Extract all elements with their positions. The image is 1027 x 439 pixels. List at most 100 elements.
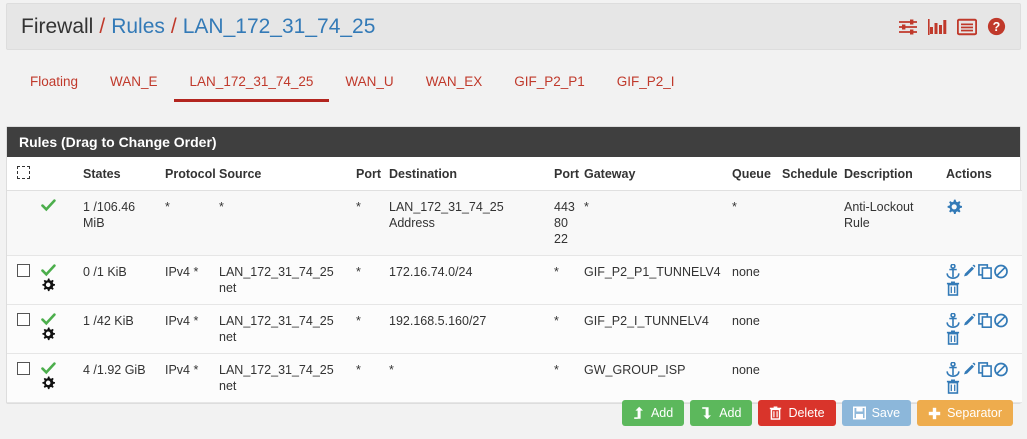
trash-icon[interactable] — [946, 330, 960, 345]
col-destination: Destination — [385, 157, 550, 191]
row-schedule — [778, 304, 840, 354]
anchor-icon[interactable] — [946, 362, 960, 377]
row-port-dest: * — [550, 353, 580, 403]
table-header-row: States Protocol Source Port Destination … — [7, 157, 1022, 191]
row-actions — [942, 190, 1022, 256]
add-rule-bottom-button[interactable]: Add — [690, 400, 753, 426]
trash-icon[interactable] — [946, 281, 960, 296]
row-description — [840, 255, 942, 305]
col-protocol: Protocol — [161, 157, 216, 191]
copy-icon[interactable] — [978, 313, 992, 328]
table-row[interactable]: 1 /106.46 MiB * * * LAN_172_31_74_25 Add… — [7, 190, 1022, 256]
row-destination: 192.168.5.160/27 — [385, 304, 550, 354]
rules-table: States Protocol Source Port Destination … — [7, 157, 1022, 403]
tab-floating[interactable]: Floating — [30, 74, 79, 89]
col-source: Source — [215, 157, 352, 191]
anchor-icon[interactable] — [946, 313, 960, 328]
row-destination: 172.16.74.0/24 — [385, 255, 550, 305]
breadcrumb: Firewall / Rules / LAN_172_31_74_25 — [21, 15, 375, 39]
row-checkbox[interactable] — [17, 264, 30, 277]
add-rule-top-label: Add — [650, 406, 674, 420]
row-source: LAN_172_31_74_25 net — [215, 353, 352, 403]
table-row[interactable]: 4 /1.92 GiB IPv4 * LAN_172_31_74_25 net … — [7, 353, 1022, 403]
row-gateway: * — [580, 190, 728, 256]
col-state-icons — [37, 157, 79, 191]
pencil-icon[interactable] — [962, 264, 976, 279]
pencil-icon[interactable] — [962, 313, 976, 328]
col-gateway: Gateway — [580, 157, 728, 191]
breadcrumb-item-firewall[interactable]: Firewall — [21, 14, 94, 38]
anchor-icon[interactable] — [946, 264, 960, 279]
pencil-icon[interactable] — [962, 362, 976, 377]
row-actions — [942, 353, 1022, 403]
row-state-cell — [37, 255, 79, 305]
gear-icon[interactable] — [946, 199, 962, 215]
trash-icon[interactable] — [946, 379, 960, 394]
row-actions — [942, 255, 1022, 305]
ban-icon[interactable] — [994, 313, 1008, 328]
add-rule-top-button[interactable]: Add — [621, 400, 685, 426]
tab-gif-p2-i[interactable]: GIF_P2_I — [616, 74, 675, 89]
advanced-gear-icon — [41, 278, 75, 292]
row-checkbox[interactable] — [17, 362, 30, 375]
row-schedule — [778, 255, 840, 305]
advanced-gear-icon — [41, 327, 75, 341]
col-actions: Actions — [942, 157, 1022, 191]
col-description: Description — [840, 157, 942, 191]
ban-icon[interactable] — [994, 264, 1008, 279]
rules-panel: Rules (Drag to Change Order) States Prot… — [6, 126, 1022, 404]
select-all-checkbox[interactable] — [17, 166, 30, 179]
tab-lan-172-31-74-25[interactable]: LAN_172_31_74_25 — [173, 62, 330, 102]
interface-tab-bar: Floating WAN_E LAN_172_31_74_25 WAN_U WA… — [6, 62, 1021, 108]
table-row[interactable]: 0 /1 KiB IPv4 * LAN_172_31_74_25 net * 1… — [7, 255, 1022, 305]
row-select-cell — [7, 190, 37, 256]
row-states[interactable]: 4 /1.92 GiB — [79, 353, 161, 403]
rules-table-body: 1 /106.46 MiB * * * LAN_172_31_74_25 Add… — [7, 190, 1022, 403]
row-states[interactable]: 1 /106.46 MiB — [79, 190, 161, 256]
row-port-dest: * — [550, 255, 580, 305]
copy-icon[interactable] — [978, 264, 992, 279]
delete-button[interactable]: Delete — [758, 400, 836, 426]
help-icon[interactable]: ? — [987, 17, 1006, 36]
row-protocol: * — [161, 190, 215, 256]
row-gateway: GW_GROUP_ISP — [580, 353, 728, 403]
row-select-cell — [7, 353, 37, 403]
check-icon — [41, 199, 75, 212]
action-icon-group — [946, 264, 1020, 296]
bar-chart-icon[interactable] — [928, 18, 947, 36]
rules-table-head: States Protocol Source Port Destination … — [7, 157, 1022, 191]
row-select-cell — [7, 304, 37, 354]
save-button[interactable]: Save — [841, 400, 912, 426]
separator-button[interactable]: Separator — [917, 400, 1013, 426]
panel-title: Rules (Drag to Change Order) — [7, 127, 1020, 157]
table-row[interactable]: 1 /42 KiB IPv4 * LAN_172_31_74_25 net * … — [7, 304, 1022, 354]
action-icon-group — [946, 313, 1020, 345]
tab-wan-ex[interactable]: WAN_EX — [425, 74, 483, 89]
check-icon — [41, 264, 75, 277]
sliders-icon[interactable] — [898, 18, 918, 36]
row-queue: none — [728, 304, 778, 354]
tab-gif-p2-p1[interactable]: GIF_P2_P1 — [514, 74, 585, 89]
action-icon-group — [946, 362, 1020, 394]
list-icon[interactable] — [957, 18, 977, 36]
row-port-source: * — [352, 190, 385, 256]
row-checkbox[interactable] — [17, 313, 30, 326]
col-port-source: Port — [352, 157, 385, 191]
tab-wan-e[interactable]: WAN_E — [110, 74, 158, 89]
row-states[interactable]: 1 /42 KiB — [79, 304, 161, 354]
row-states[interactable]: 0 /1 KiB — [79, 255, 161, 305]
breadcrumb-item-interface[interactable]: LAN_172_31_74_25 — [182, 14, 376, 38]
copy-icon[interactable] — [978, 362, 992, 377]
row-gateway: GIF_P2_P1_TUNNELV4 — [580, 255, 728, 305]
row-queue: none — [728, 353, 778, 403]
breadcrumb-item-rules[interactable]: Rules — [111, 14, 165, 38]
arrow-down-icon — [701, 406, 713, 420]
advanced-gear-icon — [41, 376, 75, 390]
row-port-source: * — [352, 304, 385, 354]
row-destination: * — [385, 353, 550, 403]
ban-icon[interactable] — [994, 362, 1008, 377]
trash-icon — [769, 406, 782, 420]
row-source: LAN_172_31_74_25 net — [215, 304, 352, 354]
tab-wan-u[interactable]: WAN_U — [345, 74, 394, 89]
